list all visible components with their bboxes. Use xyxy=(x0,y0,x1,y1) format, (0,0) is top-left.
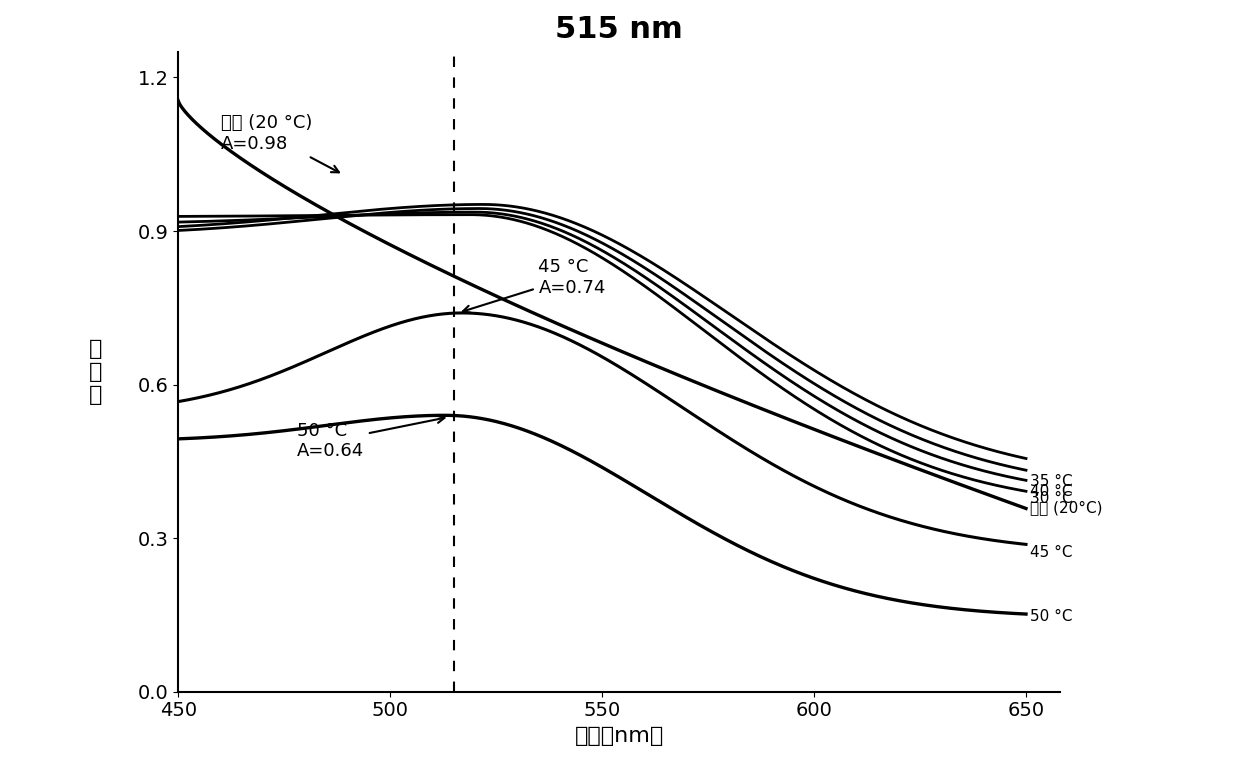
Text: 50 °C
A=0.64: 50 °C A=0.64 xyxy=(297,416,445,460)
X-axis label: 波长（nm）: 波长（nm） xyxy=(575,726,664,746)
Text: 45 °C
A=0.74: 45 °C A=0.74 xyxy=(463,258,606,313)
Text: 35 °C: 35 °C xyxy=(1031,474,1073,489)
Text: 40 °C: 40 °C xyxy=(1031,483,1073,498)
Text: 30 °C: 30 °C xyxy=(1031,492,1073,506)
Text: 50 °C: 50 °C xyxy=(1031,609,1073,624)
Text: 室温 (20°C): 室温 (20°C) xyxy=(1031,500,1103,515)
Title: 515 nm: 515 nm xyxy=(555,15,683,44)
Y-axis label: 透
过
率: 透 过 率 xyxy=(89,339,103,405)
Text: 室温 (20 °C)
A=0.98: 室温 (20 °C) A=0.98 xyxy=(221,114,339,172)
Text: 45 °C: 45 °C xyxy=(1031,545,1073,560)
